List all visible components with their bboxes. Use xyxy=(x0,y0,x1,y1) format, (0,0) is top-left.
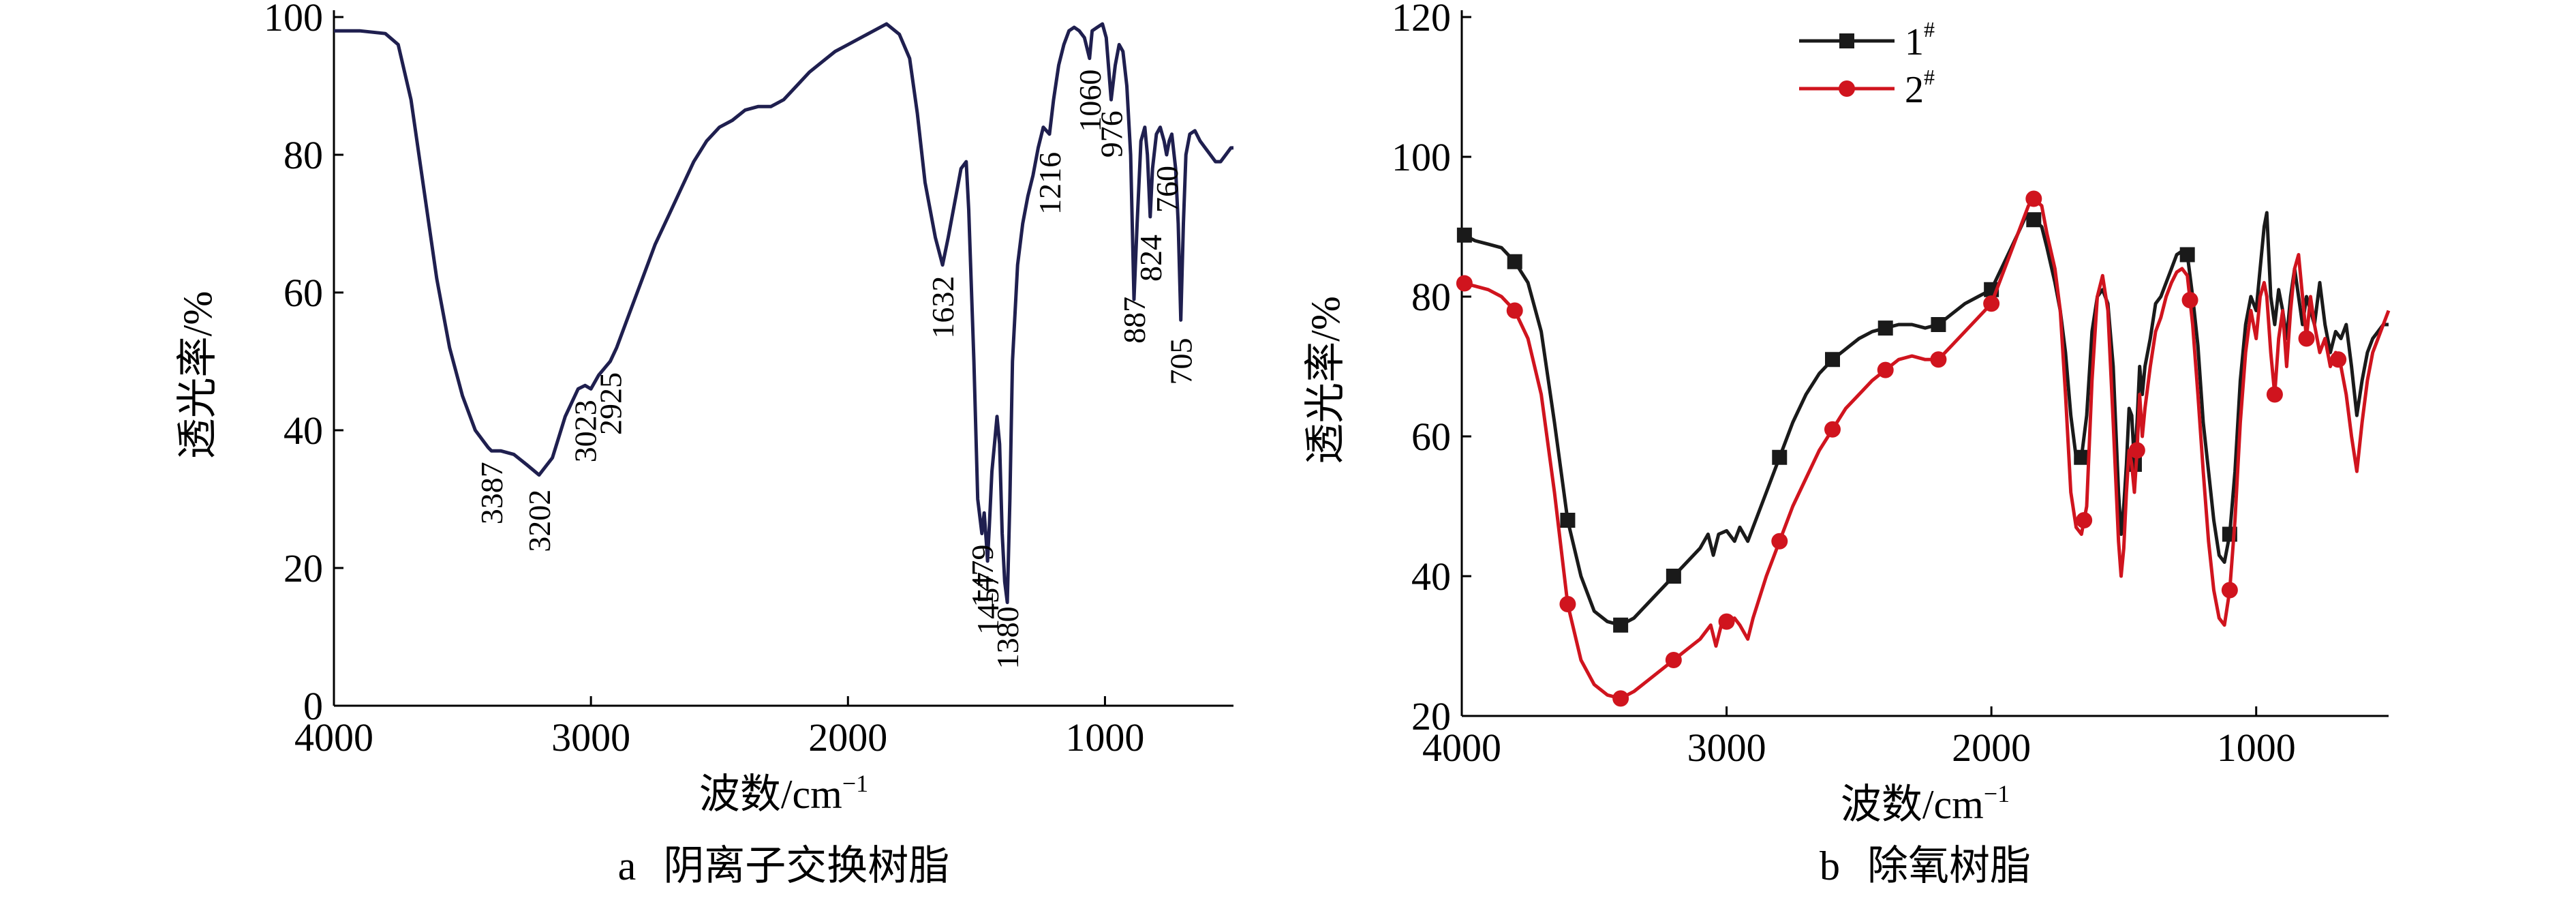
x-axis-title-main: 波数/cm xyxy=(699,772,842,817)
series-marker-circle xyxy=(1824,421,1841,438)
peak-label: 887 xyxy=(1117,297,1152,344)
panel-caption: b 除氧树脂 xyxy=(1820,843,2031,888)
x-tick-label: 2000 xyxy=(808,715,887,760)
series-marker-circle xyxy=(1559,596,1576,612)
series-marker-square xyxy=(1613,617,1629,633)
series-marker-circle xyxy=(1456,275,1473,292)
x-axis-title-main: 波数/cm xyxy=(1841,782,1984,827)
y-tick-label: 20 xyxy=(1411,694,1451,738)
legend-marker-square xyxy=(1839,33,1854,48)
legend-label-name: 1 xyxy=(1905,21,1924,63)
legend-label: 2# xyxy=(1905,65,1935,111)
y-tick-label: 120 xyxy=(1392,0,1451,40)
y-tick-label: 100 xyxy=(264,0,323,40)
x-axis-title-superscript: −1 xyxy=(842,770,868,797)
y-tick-label: 40 xyxy=(283,408,323,453)
panel-b-deoxygenation-resin: 4000 3000 2000 1000 20 40 60 80 100 120 透光率/% 波数/cm… xyxy=(1303,0,2391,888)
peak-label: 1457 xyxy=(970,572,1005,635)
series-marker-square xyxy=(1825,352,1840,368)
peak-label: 1632 xyxy=(925,276,960,339)
series-marker-square xyxy=(1666,569,1681,584)
series-marker-square xyxy=(1456,227,1472,243)
series-marker-circle xyxy=(2128,442,2145,459)
panel-caption-text: 阴离子交换树脂 xyxy=(663,843,949,888)
series-marker-square xyxy=(2179,247,2195,263)
panel-caption-text: 除氧树脂 xyxy=(1867,843,2031,888)
legend-label-name: 2 xyxy=(1905,69,1924,111)
peak-label: 760 xyxy=(1150,166,1184,213)
x-tick-label: 4000 xyxy=(1422,725,1501,770)
peak-label: 3387 xyxy=(474,462,509,524)
peak-label: 3202 xyxy=(522,490,557,552)
peak-label: 1216 xyxy=(1032,152,1067,215)
x-tick-label: 3000 xyxy=(1687,725,1766,770)
series-marker-square xyxy=(2026,212,2042,228)
peak-label: 1479 xyxy=(965,545,1000,608)
peak-label: 2925 xyxy=(593,372,628,435)
series-marker-square xyxy=(1507,254,1522,269)
series-marker-circle xyxy=(2298,330,2315,347)
peak-label: 976 xyxy=(1094,110,1129,158)
y-tick-label: 40 xyxy=(1411,554,1451,599)
peak-label: 705 xyxy=(1164,338,1199,385)
series-marker-circle xyxy=(1506,302,1523,319)
series-line-1 xyxy=(334,22,1233,604)
series-marker-circle xyxy=(1983,295,2000,312)
series-marker-circle xyxy=(2076,512,2093,528)
series-marker-square xyxy=(1560,513,1576,528)
peak-label: 3023 xyxy=(568,400,602,462)
x-axis-title: 波数/cm−1 xyxy=(1841,780,2010,827)
series-marker-circle xyxy=(1930,351,1947,368)
y-tick-label: 100 xyxy=(1392,135,1451,179)
legend-label-superscript: # xyxy=(1924,17,1935,42)
y-axis-title: 透光率/% xyxy=(1303,296,1348,464)
legend-marker-circle xyxy=(1839,80,1855,97)
series-marker-circle xyxy=(2025,190,2042,207)
series-marker-square xyxy=(1877,320,1893,336)
panel-a-anion-exchange-resin: 4000 3000 2000 1000 0 20 40 60 80 100 透光率/% 波数/cm−1… xyxy=(175,0,1233,888)
series-marker-circle xyxy=(2266,386,2283,403)
x-tick-label: 2000 xyxy=(1952,725,2031,770)
legend-label-superscript: # xyxy=(1924,65,1935,89)
y-axis-title: 透光率/% xyxy=(175,291,220,460)
series-line-1 xyxy=(1460,211,2389,627)
x-tick-label: 1000 xyxy=(2217,725,2296,770)
series-marker-circle xyxy=(2221,582,2238,599)
series-marker-circle xyxy=(1771,533,1788,550)
panel-caption-letter: a xyxy=(618,843,637,888)
x-axis-title-superscript: −1 xyxy=(1984,780,2010,807)
series-marker-circle xyxy=(2330,351,2347,368)
x-tick-label: 1000 xyxy=(1065,715,1144,760)
y-tick-label: 60 xyxy=(1411,415,1451,459)
y-tick-label: 20 xyxy=(283,546,323,590)
y-tick-label: 80 xyxy=(1411,275,1451,319)
series-marker-square xyxy=(1931,317,1946,332)
series-marker-circle xyxy=(1612,690,1629,707)
series-marker-square xyxy=(2074,449,2089,465)
series-marker-circle xyxy=(1718,613,1735,630)
y-tick-label: 60 xyxy=(283,271,323,315)
peak-label: 1380 xyxy=(990,606,1025,669)
series-line-2 xyxy=(1461,197,2391,700)
panel-caption: a 阴离子交换树脂 xyxy=(618,843,950,888)
series-marker-square xyxy=(1772,449,1788,465)
panel-caption-letter: b xyxy=(1820,843,1840,888)
y-tick-label: 0 xyxy=(303,684,323,728)
series-marker-circle xyxy=(2181,292,2198,309)
series-marker-circle xyxy=(1877,361,1894,378)
series-marker-circle xyxy=(1665,652,1682,668)
legend-label: 1# xyxy=(1905,17,1935,63)
peak-label: 1060 xyxy=(1073,70,1107,132)
y-tick-label: 80 xyxy=(283,133,323,177)
peak-label: 824 xyxy=(1133,235,1168,282)
x-axis-title: 波数/cm−1 xyxy=(699,770,868,817)
x-tick-label: 3000 xyxy=(551,715,630,760)
x-tick-label: 4000 xyxy=(294,715,373,760)
